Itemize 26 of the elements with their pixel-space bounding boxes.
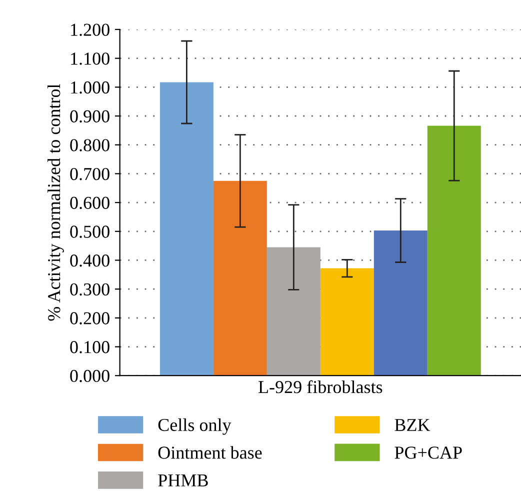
legend-label: BZK [394,419,430,431]
x-tick-label: L-929 fibroblasts [258,380,382,394]
y-tick-label: 0.100 [70,341,110,354]
y-tick-label: 0.800 [70,139,110,152]
y-tick-label: 1.000 [71,81,110,94]
bar [320,268,374,376]
y-tick-label: 1.200 [71,24,110,36]
y-tick-label: 0.600 [70,196,110,210]
bar [374,230,428,376]
legend-label: Cells only [158,418,232,435]
bar [427,126,481,376]
y-tick-label: 0.400 [70,254,110,267]
y-tick-label: 0.700 [70,168,110,180]
y-tick-label: 1.100 [71,52,110,65]
y-tick-label: 0.200 [70,312,110,324]
y-tick-label: 0.000 [70,370,110,382]
bar [160,82,214,376]
y-tick-label: 0.500 [70,226,110,238]
y-tick-label: 0.300 [70,283,110,296]
bar [266,247,320,376]
bar [213,180,267,376]
y-tick-label: 0.900 [70,110,110,123]
y-axis-title: % Activity normalized to control [48,84,64,321]
legend-label: PG+CAP [394,446,462,459]
legend-label: PHMB [158,474,208,486]
legend-label: Ointment base [158,446,262,459]
